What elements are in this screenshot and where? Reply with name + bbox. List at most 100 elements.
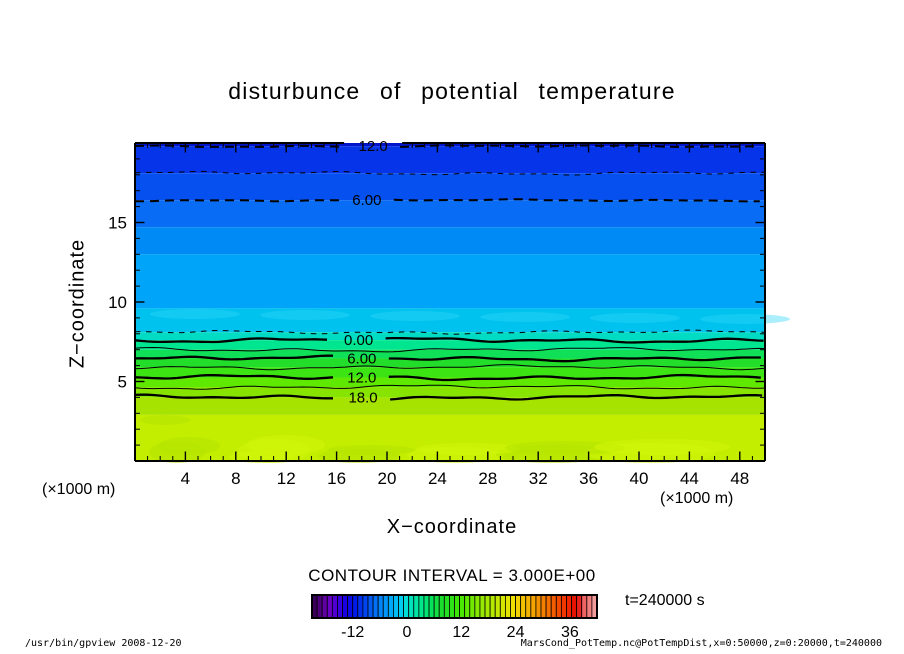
colorbar-cell bbox=[321, 594, 328, 619]
colorbar-cell bbox=[459, 594, 466, 619]
contour-label: 0.00 bbox=[344, 332, 373, 349]
colorbar-cell bbox=[469, 594, 476, 619]
contour-line bbox=[134, 144, 346, 148]
plot-border bbox=[134, 142, 766, 462]
x-tick-label: 12 bbox=[277, 469, 296, 488]
contour-line bbox=[134, 337, 328, 344]
colorbar-cell bbox=[347, 594, 354, 619]
contour-line bbox=[390, 393, 763, 401]
colorbar-cell bbox=[576, 594, 583, 619]
fill-band bbox=[135, 349, 765, 359]
fill-texture-blob bbox=[247, 435, 325, 455]
x-tick-label: 20 bbox=[378, 469, 397, 488]
colorbar-cell bbox=[454, 594, 460, 619]
colorbar-cell bbox=[535, 594, 542, 619]
contour-line bbox=[134, 199, 339, 203]
fill-texture-blob bbox=[480, 312, 570, 322]
y-tick-label: 15 bbox=[108, 214, 127, 233]
colorbar-cell bbox=[560, 594, 567, 619]
colorbar-cell bbox=[550, 594, 557, 619]
fill-band bbox=[135, 173, 765, 201]
colorbar-cell bbox=[504, 594, 511, 619]
colorbar-cell bbox=[403, 594, 410, 619]
colorbar-cell bbox=[342, 594, 349, 619]
x-tick-label: 4 bbox=[181, 469, 190, 488]
contour-line bbox=[388, 373, 761, 382]
contour-label: 12.0 bbox=[347, 370, 376, 387]
x-tick-label: 40 bbox=[630, 469, 649, 488]
colorbar-cell bbox=[555, 594, 562, 619]
contour-line bbox=[388, 355, 761, 363]
colorbar-cell bbox=[326, 594, 333, 619]
y-axis-title: Z−coordinate bbox=[66, 238, 89, 369]
fill-band bbox=[135, 377, 765, 388]
colorbar-cell bbox=[428, 594, 435, 619]
fill-band bbox=[135, 146, 765, 174]
x-tick-label: 44 bbox=[680, 469, 699, 488]
colorbar-cell bbox=[464, 594, 471, 619]
fill-texture-blob bbox=[505, 441, 625, 455]
fill-texture-blob bbox=[260, 310, 350, 320]
colorbar-cell bbox=[484, 594, 491, 619]
colorbar-cell bbox=[357, 594, 364, 619]
contour-line bbox=[134, 346, 766, 353]
fill-band bbox=[135, 367, 765, 378]
contour-line bbox=[134, 374, 334, 380]
colorbar-cell bbox=[449, 594, 455, 619]
fill-band bbox=[135, 387, 765, 398]
fill-texture-blob bbox=[594, 439, 730, 455]
fill-band bbox=[135, 227, 765, 255]
colorbar-cell bbox=[581, 594, 588, 619]
colorbar-cell bbox=[377, 594, 384, 619]
colorbar-cell bbox=[525, 594, 532, 619]
colorbar-cell bbox=[540, 594, 547, 619]
colorbar-cell bbox=[530, 594, 537, 619]
contour-line bbox=[134, 393, 333, 400]
contour-line bbox=[134, 384, 766, 390]
colorbar-cell bbox=[331, 594, 338, 619]
colorbar-cell bbox=[362, 594, 369, 619]
colorbar-cell bbox=[545, 594, 552, 619]
fill-texture-blob bbox=[590, 313, 680, 323]
fill-texture-blob bbox=[150, 309, 240, 319]
x-tick-label: 28 bbox=[478, 469, 497, 488]
fill-band bbox=[135, 254, 765, 309]
colorbar-cell bbox=[352, 594, 359, 619]
colorbar-cell bbox=[499, 594, 506, 619]
x-tick-label: 32 bbox=[529, 469, 548, 488]
fill-band bbox=[135, 397, 765, 415]
colorbar-cell bbox=[433, 594, 440, 619]
contour-line bbox=[134, 364, 766, 371]
colorbar-cell bbox=[474, 594, 481, 619]
colorbar-cell bbox=[489, 594, 496, 619]
colorbar-cell bbox=[494, 594, 501, 619]
colorbar-tick-label: 0 bbox=[403, 624, 412, 641]
colorbar-cell bbox=[382, 594, 389, 619]
x-tick-label: 48 bbox=[730, 469, 749, 488]
chart-title: disturbunce of potential temperature bbox=[228, 78, 676, 104]
contour-line bbox=[385, 336, 764, 344]
contour-label: 18.0 bbox=[348, 389, 377, 406]
colorbar-cell bbox=[387, 594, 394, 619]
colorbar-cell bbox=[566, 594, 572, 619]
fill-texture-blob bbox=[140, 415, 190, 425]
y-tick-label: 10 bbox=[108, 293, 127, 312]
x-tick-label: 8 bbox=[231, 469, 240, 488]
x-axis-title: X−coordinate bbox=[386, 516, 518, 538]
colorbar-tick-label: 12 bbox=[452, 624, 470, 641]
fill-band bbox=[135, 332, 765, 341]
fill-texture-blob bbox=[158, 437, 220, 455]
footer-command-text: /usr/bin/gpview 2008-12-20 bbox=[25, 638, 182, 649]
colorbar-cell bbox=[337, 594, 343, 619]
contour-line bbox=[134, 354, 333, 361]
x-axis-units-label: (×1000 m) bbox=[660, 490, 734, 507]
fill-band bbox=[135, 358, 765, 368]
colorbar-cell bbox=[479, 594, 486, 619]
fill-band bbox=[135, 340, 765, 350]
fill-band bbox=[135, 200, 765, 228]
contour-label: 6.00 bbox=[352, 192, 381, 209]
colorbar-cell bbox=[438, 594, 445, 619]
colorbar-tick-label: 24 bbox=[507, 624, 525, 641]
fill-texture-blob bbox=[370, 311, 460, 321]
